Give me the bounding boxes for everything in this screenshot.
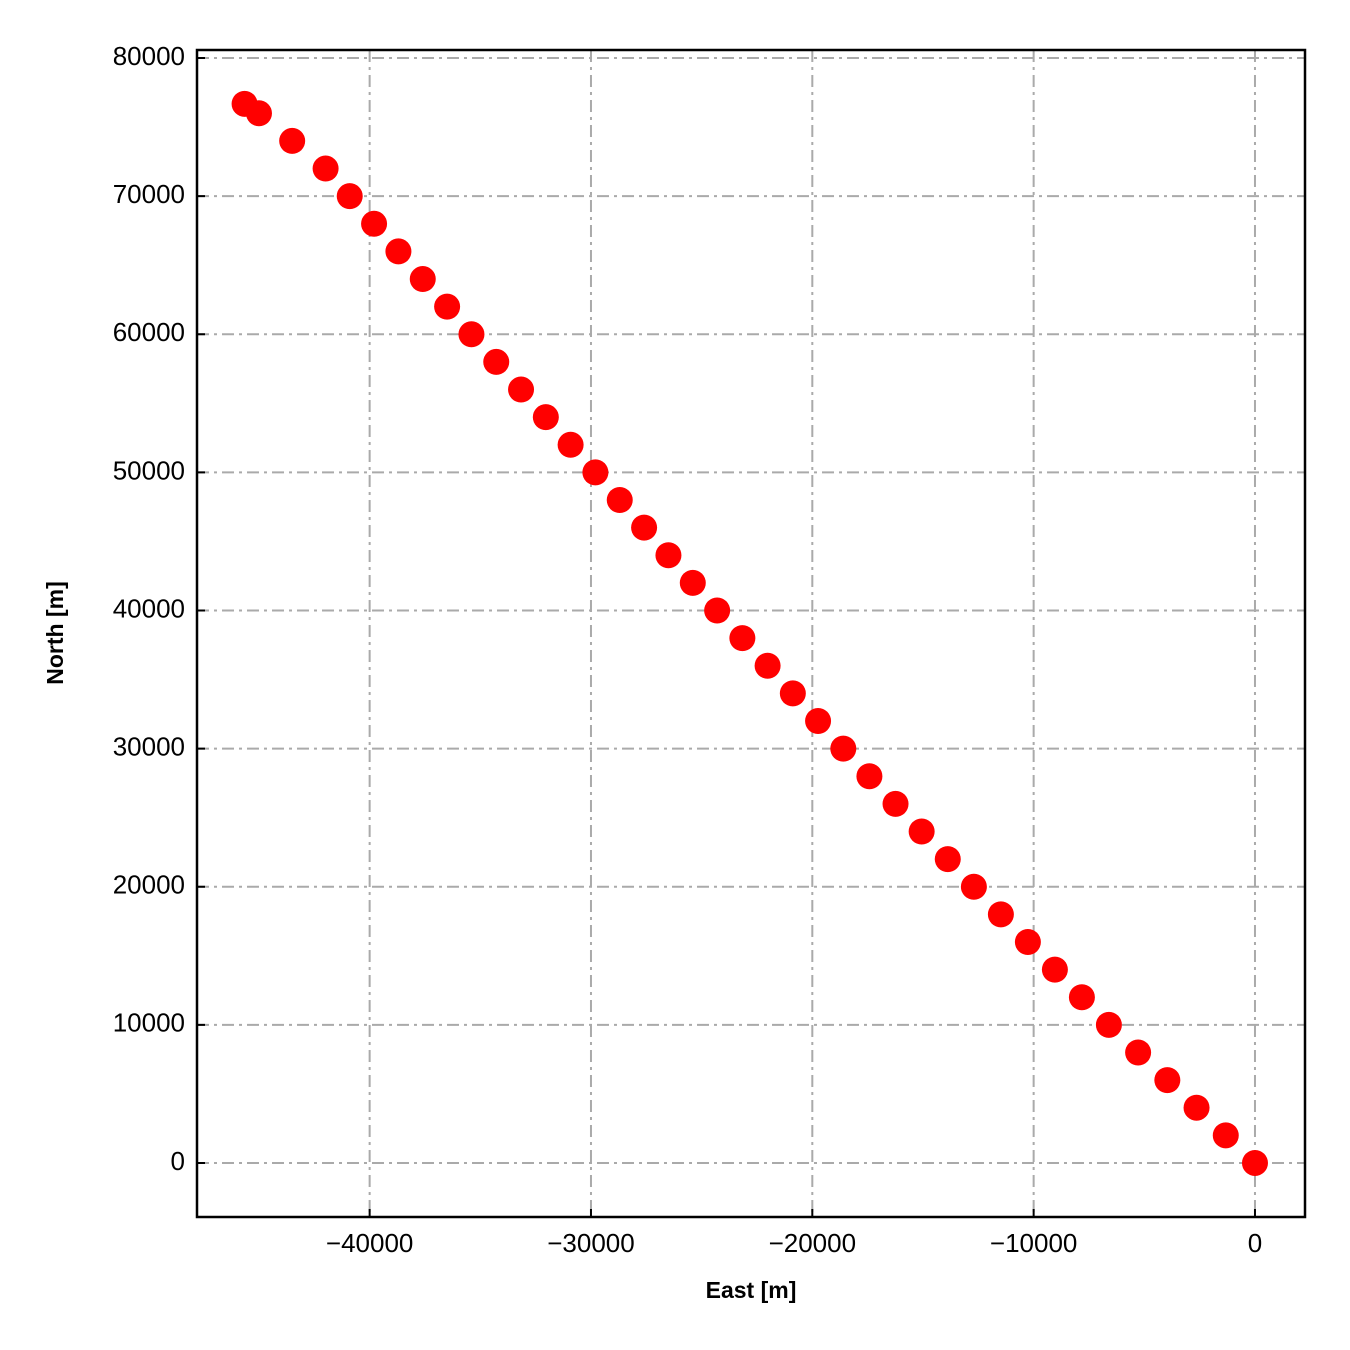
point: [655, 542, 682, 569]
point: [934, 846, 961, 873]
point: [483, 348, 510, 375]
point: [960, 873, 987, 900]
point: [385, 238, 412, 265]
point: [779, 680, 806, 707]
point: [361, 210, 388, 237]
point: [987, 901, 1014, 928]
point: [557, 431, 584, 458]
y-tick-label: 10000: [113, 1008, 185, 1038]
point: [336, 183, 363, 210]
point: [805, 708, 832, 735]
point: [830, 735, 857, 762]
x-tick-label: −20000: [769, 1228, 856, 1258]
y-tick-label: 30000: [113, 732, 185, 762]
point: [1183, 1094, 1210, 1121]
y-tick-label: 0: [171, 1146, 185, 1176]
y-tick-label: 80000: [113, 41, 185, 71]
point: [1014, 928, 1041, 955]
y-axis-title: North [m]: [42, 581, 68, 684]
point: [434, 293, 461, 320]
point: [908, 818, 935, 845]
y-tick-label: 50000: [113, 455, 185, 485]
point: [631, 514, 658, 541]
point: [1041, 956, 1068, 983]
x-tick-label: −10000: [990, 1228, 1077, 1258]
point: [312, 155, 339, 182]
plot-frame: [195, 48, 1307, 1219]
point: [704, 597, 731, 624]
point: [679, 569, 706, 596]
x-tick-label: −40000: [326, 1228, 413, 1258]
point: [1241, 1149, 1268, 1176]
point: [1154, 1067, 1181, 1094]
point: [1212, 1122, 1239, 1149]
point: [882, 790, 909, 817]
point: [606, 487, 633, 514]
point: [856, 763, 883, 790]
point: [1125, 1039, 1152, 1066]
y-tick-label: 70000: [113, 179, 185, 209]
point: [1095, 1011, 1122, 1038]
y-tick-label: 40000: [113, 593, 185, 623]
point: [508, 376, 535, 403]
point: [231, 90, 258, 117]
point: [582, 459, 609, 486]
point: [1068, 984, 1095, 1011]
point: [754, 652, 781, 679]
point: [532, 404, 559, 431]
point: [279, 127, 306, 154]
y-tick-label: 60000: [113, 317, 185, 347]
x-axis-title: East [m]: [706, 1277, 797, 1303]
x-tick-label: 0: [1248, 1228, 1262, 1258]
point: [729, 625, 756, 652]
point: [458, 321, 485, 348]
y-tick-label: 20000: [113, 870, 185, 900]
x-tick-label: −30000: [547, 1228, 634, 1258]
point: [409, 266, 436, 293]
